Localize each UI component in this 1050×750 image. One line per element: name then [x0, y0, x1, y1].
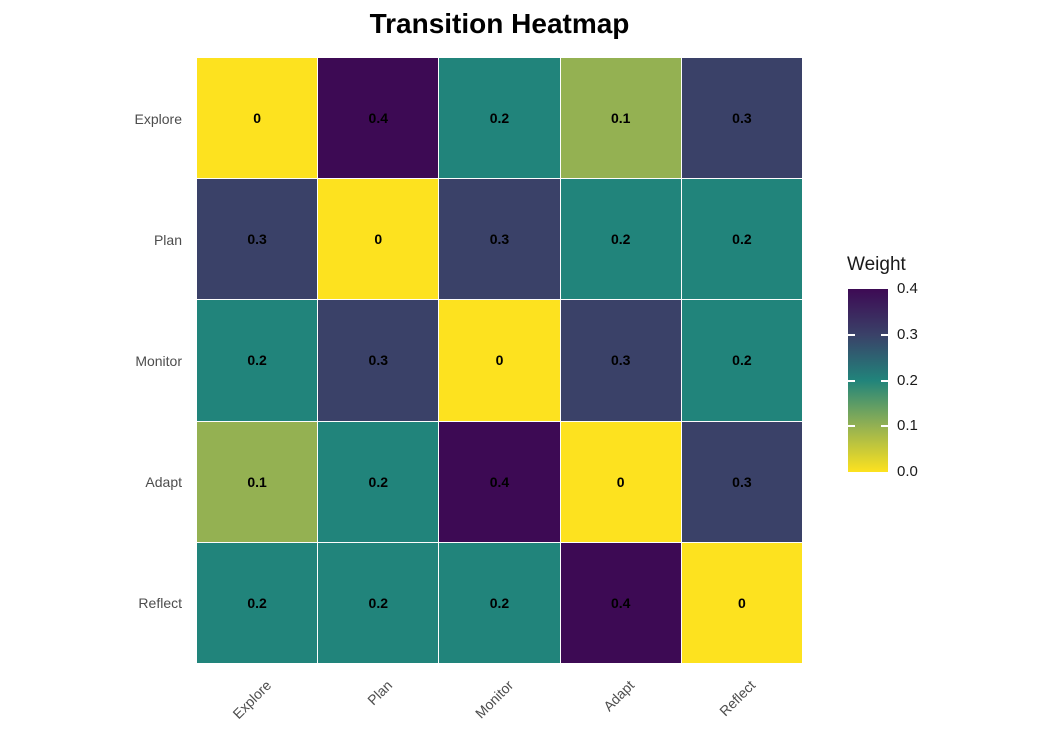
legend-tick-label: 0.2	[897, 371, 918, 389]
legend-tick-label: 0.3	[897, 325, 918, 343]
y-axis-label: Explore	[134, 110, 182, 127]
legend-tick-mark	[881, 333, 888, 336]
legend-tick-label: 0.0	[897, 463, 918, 480]
x-axis-label: Plan	[363, 677, 395, 709]
heatmap-cell: 0	[560, 421, 681, 542]
legend-tick-mark	[881, 379, 888, 382]
x-axis-label: Monitor	[471, 677, 516, 722]
heatmap-cell: 0.3	[560, 300, 681, 421]
heatmap-cell: 0.3	[681, 421, 802, 542]
y-axis-label: Reflect	[138, 594, 182, 611]
heatmap-cell: 0	[197, 58, 318, 179]
heatmap-cell: 0.1	[197, 421, 318, 542]
x-axis-label: Reflect	[715, 677, 758, 720]
heatmap-cell: 0.2	[681, 300, 802, 421]
heatmap-cell: 0.2	[681, 179, 802, 300]
x-axis-label: Adapt	[599, 677, 637, 715]
chart-title: Transition Heatmap	[369, 8, 630, 39]
legend-title: Weight	[847, 254, 906, 275]
heatmap-cell: 0.2	[197, 542, 318, 663]
heatmap-cell: 0.2	[439, 58, 560, 179]
legend-tick-mark	[848, 333, 855, 336]
legend-tick-label: 0.1	[897, 417, 918, 435]
heatmap-cell: 0	[439, 300, 560, 421]
heatmap-cell: 0.2	[560, 179, 681, 300]
legend-colorbar	[848, 289, 888, 472]
heatmap-cell: 0.4	[318, 58, 439, 179]
heatmap-cell: 0.3	[197, 179, 318, 300]
heatmap-cell: 0.2	[318, 421, 439, 542]
heatmap-cell: 0.4	[560, 542, 681, 663]
legend-tick-mark	[881, 425, 888, 428]
heatmap-cell: 0.3	[681, 58, 802, 179]
heatmap-cell: 0	[318, 179, 439, 300]
y-axis-label: Plan	[153, 231, 182, 248]
heatmap-cell: 0.1	[560, 58, 681, 179]
heatmap-cell: 0.2	[197, 300, 318, 421]
heatmap-cell: 0	[681, 542, 802, 663]
heatmap-cell: 0.4	[439, 421, 560, 542]
y-axis-label: Monitor	[135, 352, 182, 369]
heatmap-cell: 0.3	[318, 300, 439, 421]
legend-tick-label: 0.4	[897, 280, 918, 297]
legend-tick-mark	[848, 379, 855, 382]
heatmap-panel: 0 0.4 0.2 0.1 0.3 0.3 0 0.3 0.2 0.2 0.2 0.3 0 0.3 0.2 0…	[197, 58, 802, 663]
x-axis-label: Explore	[228, 677, 274, 722]
heatmap-cell: 0.3	[439, 179, 560, 300]
heatmap-cell: 0.2	[439, 542, 560, 663]
heatmap-cell: 0.2	[318, 542, 439, 663]
legend-tick-mark	[848, 425, 855, 428]
y-axis-label: Adapt	[145, 473, 182, 490]
